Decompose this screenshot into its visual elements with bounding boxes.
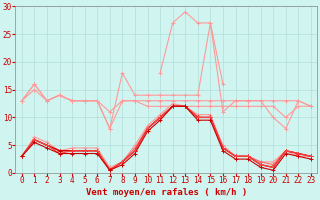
X-axis label: Vent moyen/en rafales ( km/h ): Vent moyen/en rafales ( km/h ) (86, 188, 247, 197)
